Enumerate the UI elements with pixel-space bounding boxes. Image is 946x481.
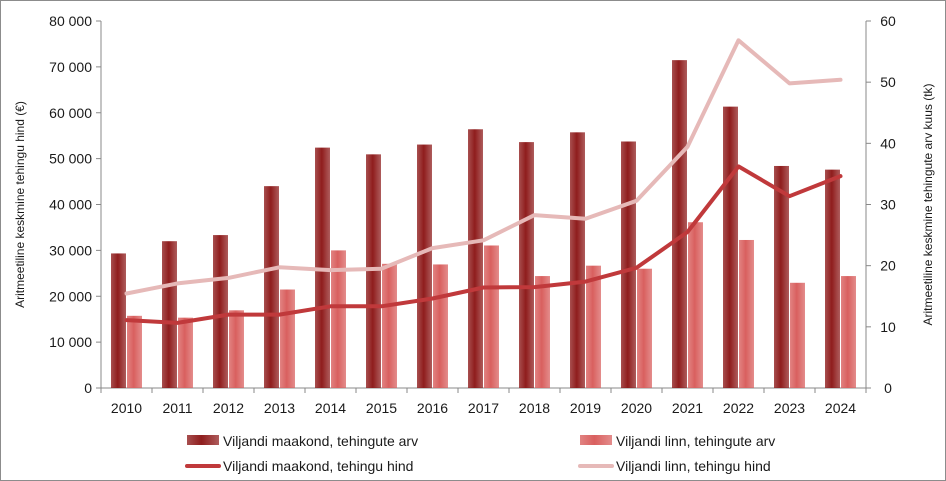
y-left-tick-label: 10 000 xyxy=(49,334,92,350)
x-tick-label: 2018 xyxy=(519,400,550,416)
bar-linn-arv xyxy=(535,276,550,388)
y-right-tick-label: 40 xyxy=(880,135,896,151)
bar-linn-arv xyxy=(637,268,652,388)
bar-maakond-arv xyxy=(570,132,585,388)
bar-maakond-arv xyxy=(468,129,483,388)
bar-linn-arv xyxy=(739,239,754,388)
y-right-tick-label: 20 xyxy=(880,258,896,274)
x-tick-label: 2019 xyxy=(570,400,601,416)
x-tick-label: 2013 xyxy=(264,400,295,416)
bar-linn-arv xyxy=(229,310,244,388)
y-left-tick-label: 80 000 xyxy=(49,13,92,29)
bar-maakond-arv xyxy=(162,241,177,388)
x-tick-label: 2015 xyxy=(366,400,397,416)
x-tick-label: 2016 xyxy=(417,400,448,416)
bar-linn-arv xyxy=(178,317,193,388)
bar-maakond-arv xyxy=(825,169,840,388)
x-tick-label: 2023 xyxy=(774,400,805,416)
legend-label: Viljandi maakond, tehingu hind xyxy=(223,458,413,474)
bar-maakond-arv xyxy=(264,186,279,388)
y-right-tick-label: 10 xyxy=(880,319,896,335)
y-left-tick-label: 50 000 xyxy=(49,151,92,167)
y-axis-left-title: Aritmeetiline keskmine tehingu hind (€) xyxy=(13,101,27,308)
bar-maakond-arv xyxy=(213,235,228,388)
y-left-tick-label: 0 xyxy=(84,380,92,396)
bar-linn-arv xyxy=(484,245,499,388)
y-right-tick-label: 30 xyxy=(880,197,896,213)
line-maakond-hind xyxy=(124,164,843,325)
bar-linn-arv xyxy=(688,222,703,388)
bar-linn-arv xyxy=(790,282,805,388)
bar-linn-arv xyxy=(586,265,601,388)
y-right-tick-label: 0 xyxy=(884,380,892,396)
y-left-tick-label: 70 000 xyxy=(49,59,92,75)
x-tick-label: 2022 xyxy=(723,400,754,416)
y-left-tick-label: 60 000 xyxy=(49,105,92,121)
bar-linn-arv xyxy=(382,263,397,388)
line-linn-hind xyxy=(124,38,843,296)
bar-maakond-arv xyxy=(366,154,381,388)
x-tick-label: 2024 xyxy=(825,400,856,416)
legend-swatch-bar xyxy=(187,435,219,445)
x-tick-label: 2014 xyxy=(315,400,346,416)
y-left-tick-label: 30 000 xyxy=(49,242,92,258)
legend-label: Viljandi linn, tehingute arv xyxy=(616,433,775,449)
x-tick-label: 2017 xyxy=(468,400,499,416)
x-tick-label: 2012 xyxy=(213,400,244,416)
bar-linn-arv xyxy=(841,276,856,388)
bar-maakond-arv xyxy=(672,60,687,388)
bar-maakond-arv xyxy=(774,165,789,388)
bar-maakond-arv xyxy=(519,142,534,388)
bar-maakond-arv xyxy=(111,253,126,388)
y-axis-right-title: Aritmeetiline keskmine tehingute arv kuu… xyxy=(921,83,935,325)
bar-linn-arv xyxy=(331,250,346,388)
bar-maakond-arv xyxy=(723,106,738,388)
y-left-tick-label: 40 000 xyxy=(49,197,92,213)
bar-linn-arv xyxy=(433,264,448,388)
x-tick-label: 2011 xyxy=(162,400,192,416)
y-right-tick-label: 50 xyxy=(880,74,896,90)
legend-label: Viljandi maakond, tehingute arv xyxy=(223,433,418,449)
x-tick-label: 2020 xyxy=(621,400,652,416)
bar-linn-arv xyxy=(280,289,295,388)
bar-maakond-arv xyxy=(417,144,432,388)
x-tick-label: 2021 xyxy=(672,400,703,416)
y-left-tick-label: 20 000 xyxy=(49,288,92,304)
bar-maakond-arv xyxy=(621,141,636,388)
legend-label: Viljandi linn, tehingu hind xyxy=(616,458,771,474)
x-tick-label: 2010 xyxy=(111,400,142,416)
legend-swatch-bar xyxy=(580,435,612,445)
y-right-tick-label: 60 xyxy=(880,13,896,29)
bar-linn-arv xyxy=(127,315,142,388)
